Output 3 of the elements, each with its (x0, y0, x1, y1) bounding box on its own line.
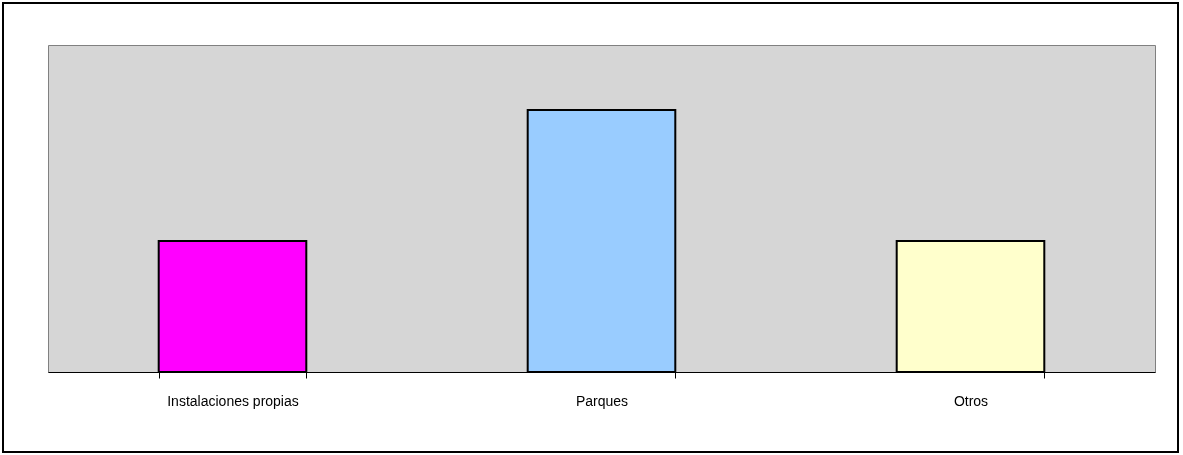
x-tick-label: Parques (575, 392, 629, 409)
x-tick-label: Instalaciones propias (167, 392, 299, 409)
x-tick-label: Otros (953, 392, 989, 409)
